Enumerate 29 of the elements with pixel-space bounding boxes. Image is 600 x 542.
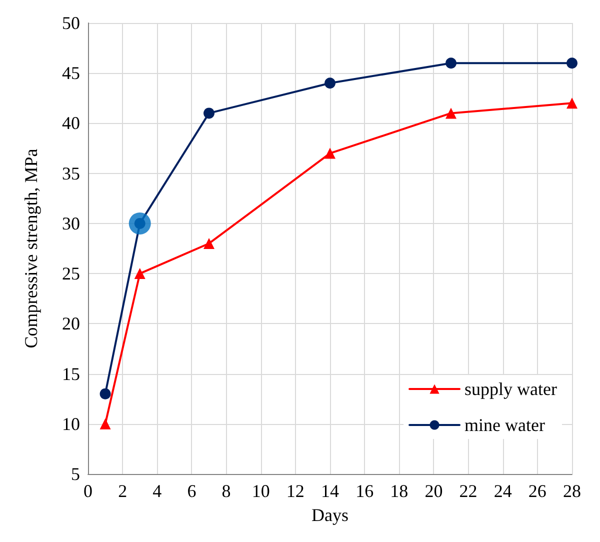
x-tick-label: 16 xyxy=(356,481,374,501)
x-tick-label: 8 xyxy=(222,481,231,501)
y-tick-label: 10 xyxy=(62,414,80,434)
y-tick-label: 15 xyxy=(62,364,80,384)
x-tick-label: 24 xyxy=(494,481,512,501)
y-tick-label: 30 xyxy=(62,213,80,234)
x-tick-label: 6 xyxy=(187,481,196,501)
x-tick-label: 22 xyxy=(459,481,478,501)
y-tick-label: 50 xyxy=(62,13,80,33)
y-axis-title: Compressive strength, MPa xyxy=(21,148,41,348)
y-tick-label: 45 xyxy=(62,63,80,84)
x-tick-label: 28 xyxy=(563,481,581,501)
x-tick-label: 12 xyxy=(286,481,304,501)
x-tick-label: 14 xyxy=(321,481,339,501)
y-tick-label: 35 xyxy=(62,163,80,184)
y-tick-label: 40 xyxy=(62,113,80,134)
x-tick-label: 4 xyxy=(152,481,162,501)
x-tick-label: 10 xyxy=(252,481,270,501)
x-tick-label: 26 xyxy=(528,481,546,501)
y-tick-label: 25 xyxy=(62,264,80,284)
legend-label: mine water xyxy=(464,415,545,435)
y-tick-label: 5 xyxy=(71,464,80,484)
y-tick-label: 20 xyxy=(62,314,80,334)
x-tick-label: 18 xyxy=(390,481,408,501)
x-tick-label: 0 xyxy=(84,481,92,501)
x-tick-label: 2 xyxy=(118,481,128,501)
x-tick-label: 20 xyxy=(424,481,443,501)
legend-label: supply water xyxy=(464,379,558,399)
x-axis-title: Days xyxy=(312,505,348,525)
